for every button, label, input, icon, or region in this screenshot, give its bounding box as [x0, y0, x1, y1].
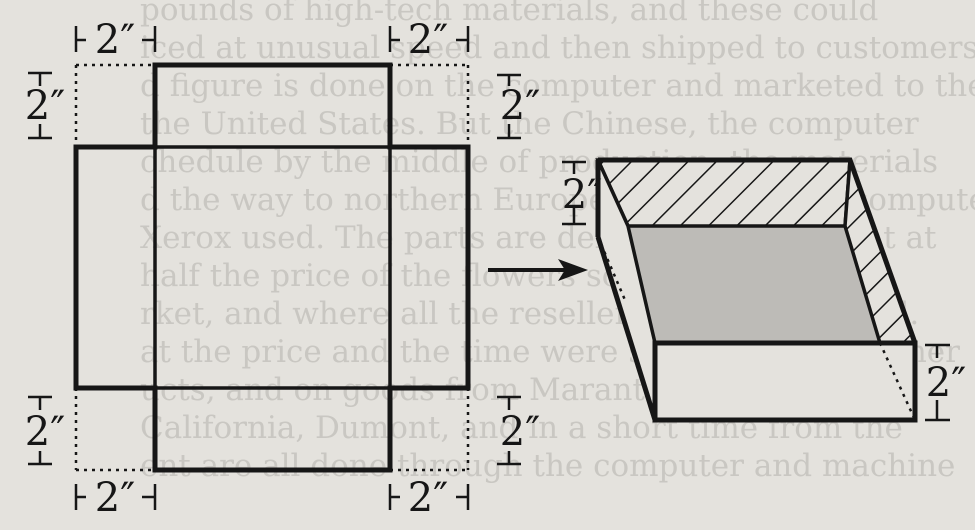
- hidden-edge: [596, 236, 627, 301]
- fold-lines: [153, 145, 392, 390]
- background-text-line: iced at unusual speed and then shipped t…: [140, 30, 975, 66]
- label-top-left-width: 2″: [95, 17, 135, 63]
- cut-corner-dotted-lines: [74, 63, 470, 472]
- box-rim: [598, 157, 918, 344]
- dimension-top-left-width: [74, 26, 157, 52]
- label-bottom-left-width: 2″: [95, 475, 135, 521]
- hidden-edge: [878, 342, 917, 421]
- background-text-line: pounds of high-tech materials, and these…: [140, 0, 878, 28]
- label-right-top-height: 2″: [500, 83, 540, 129]
- dimension-right-bottom-height: [497, 395, 521, 466]
- label-left-top-height: 2″: [25, 83, 65, 129]
- dimension-top-right-width: [388, 26, 470, 52]
- label-right-bottom-height: 2″: [500, 409, 540, 455]
- background-text-line: d figure is done on the computer and mar…: [140, 68, 975, 104]
- background-bleed-text: pounds of high-tech materials, and these…: [140, 0, 975, 484]
- dimension-right-top-height: [497, 73, 521, 140]
- label-left-bottom-height: 2″: [25, 409, 65, 455]
- flat-sheet-labels: 2″ 2″ 2″ 2″ 2″ 2″ 2″ 2″: [25, 17, 540, 521]
- box-front-wall: [652, 340, 918, 423]
- background-text-line: the United States. But the Chinese, the …: [140, 106, 919, 142]
- dimension-bottom-right-width: [388, 484, 470, 510]
- label-bottom-right-width: 2″: [408, 475, 448, 521]
- box-back-wall: [595, 158, 852, 228]
- label-top-right-width: 2″: [408, 17, 448, 63]
- dimension-bottom-left-width: [74, 484, 157, 510]
- label-box-wall-height: 2″: [562, 172, 602, 218]
- open-box: [562, 157, 950, 423]
- dimension-box-side-height: [925, 343, 950, 422]
- background-text-line: ent are all done through the computer an…: [140, 448, 955, 484]
- dimension-left-top-height: [28, 71, 52, 140]
- dimension-box-wall-height: [562, 160, 586, 226]
- arrow: [488, 259, 588, 281]
- flat-sheet: [28, 26, 521, 510]
- dimension-left-bottom-height: [28, 395, 52, 466]
- box-floor: [628, 226, 880, 343]
- label-box-side-height: 2″: [926, 360, 966, 406]
